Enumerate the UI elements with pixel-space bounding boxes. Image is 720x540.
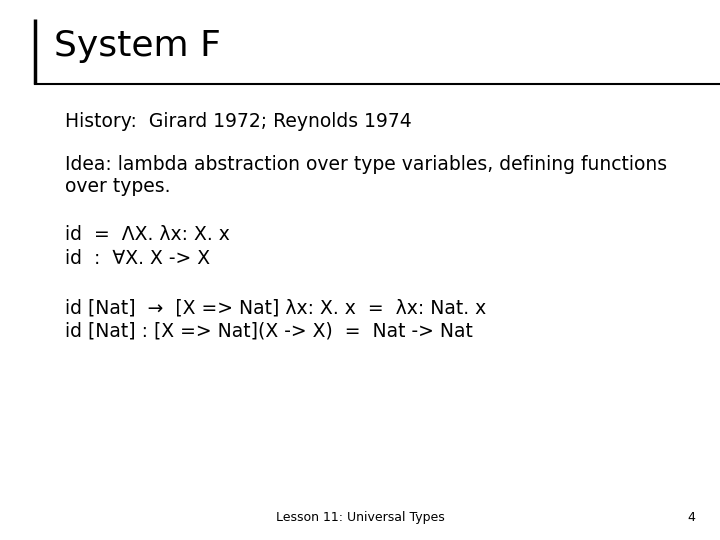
Text: Idea: lambda abstraction over type variables, defining functions: Idea: lambda abstraction over type varia… [65, 155, 667, 174]
Text: 4: 4 [687, 511, 695, 524]
Text: History:  Girard 1972; Reynolds 1974: History: Girard 1972; Reynolds 1974 [65, 112, 412, 131]
Text: Lesson 11: Universal Types: Lesson 11: Universal Types [276, 511, 444, 524]
Text: id  =  ΛX. λx: X. x: id = ΛX. λx: X. x [65, 225, 230, 245]
Text: over types.: over types. [65, 177, 171, 196]
Text: id [Nat] : [X => Nat](X -> X)  =  Nat -> Nat: id [Nat] : [X => Nat](X -> X) = Nat -> N… [65, 321, 472, 341]
Text: System F: System F [54, 29, 221, 63]
Text: id [Nat]  →  [X => Nat] λx: X. x  =  λx: Nat. x: id [Nat] → [X => Nat] λx: X. x = λx: Nat… [65, 298, 486, 318]
Text: id  :  ∀X. X -> X: id : ∀X. X -> X [65, 248, 210, 268]
